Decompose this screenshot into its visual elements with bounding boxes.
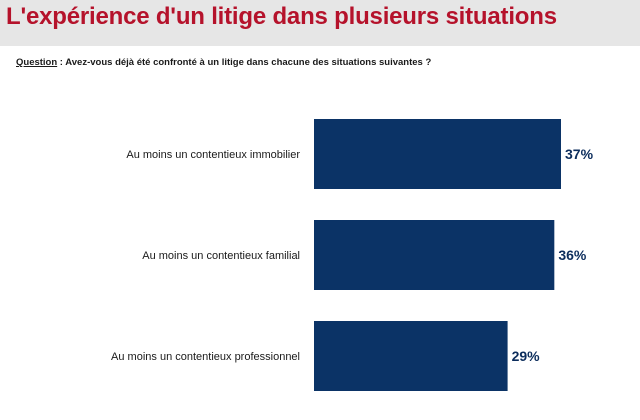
value-label: 37% — [565, 146, 594, 162]
value-label: 36% — [558, 247, 587, 263]
category-label: Au moins un contentieux professionnel — [111, 351, 300, 363]
category-label: Au moins un contentieux familial — [142, 250, 300, 262]
title-bar: L'expérience d'un litige dans plusieurs … — [0, 0, 640, 46]
question-body: : Avez-vous déjà été confronté à un liti… — [57, 57, 432, 68]
bar — [314, 119, 561, 189]
question-text: Question : Avez-vous déjà été confronté … — [16, 57, 431, 68]
page-title: L'expérience d'un litige dans plusieurs … — [6, 3, 557, 30]
category-label: Au moins un contentieux immobilier — [126, 149, 300, 161]
bar — [314, 220, 555, 290]
question-label: Question — [16, 57, 58, 68]
value-label: 29% — [512, 348, 541, 364]
bar — [314, 321, 508, 391]
